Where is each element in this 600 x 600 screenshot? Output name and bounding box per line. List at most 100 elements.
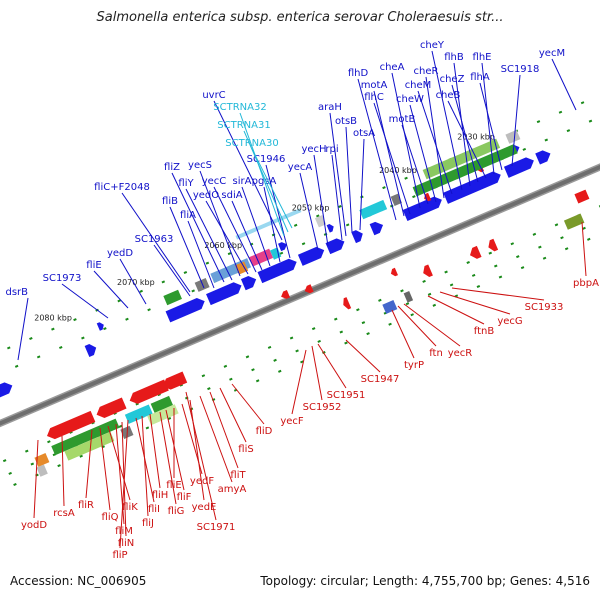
reverse-gene (488, 238, 499, 252)
gene-label: flhB (444, 52, 464, 63)
tick-dot (334, 317, 338, 321)
gene-leader-line (231, 383, 265, 425)
tick-dot (147, 308, 151, 312)
gene-label: yecC (202, 176, 227, 187)
gene-label: SC1946 (247, 154, 286, 165)
tick-dot (412, 195, 416, 199)
gene-label: fliN (118, 538, 135, 549)
gene-label: fliR (78, 500, 94, 511)
tick-dot (382, 186, 386, 190)
gene-leader-line (425, 76, 445, 199)
gene-leader-line (373, 102, 411, 215)
tick-label: 2070 kbp (117, 278, 155, 287)
tick-dot (81, 336, 85, 340)
tick-dot (279, 251, 284, 255)
gene-label: pbpA (573, 278, 599, 289)
tick-dot (498, 275, 503, 279)
forward-gene (297, 246, 325, 266)
feature-block (51, 418, 120, 456)
reverse-gene (304, 284, 314, 294)
gene-leader-line (213, 186, 257, 273)
tick-dot (538, 245, 542, 249)
gene-leader-line (265, 164, 291, 259)
gene-leader-line (409, 104, 437, 203)
tick-dot (73, 318, 77, 322)
gene-leader-line (291, 349, 307, 415)
tick-dot (522, 147, 527, 151)
gene-label: fliY (178, 178, 194, 189)
genome-summary-text: Topology: circular; Length: 4,755,700 bp… (260, 574, 590, 588)
tick-dot (293, 223, 298, 227)
tick-dot (564, 247, 569, 251)
gene-leader-line (359, 138, 365, 231)
tick-dot (13, 483, 17, 487)
tick-dot (432, 303, 437, 307)
tick-dot (388, 322, 392, 326)
gene-leader-line (243, 130, 289, 233)
tick-dot (183, 271, 188, 275)
gene-leader-line (187, 220, 215, 289)
tick-dot (378, 298, 382, 302)
gene-label: cheZ (440, 74, 465, 85)
gene-leader-line (431, 50, 463, 191)
forward-gene (165, 298, 205, 323)
gene-leader-line (551, 58, 577, 111)
feature-block (124, 404, 153, 424)
gene-leader-line (479, 82, 503, 171)
tick-dot (588, 119, 593, 123)
forward-gene (84, 344, 97, 358)
tick-dot (510, 242, 515, 246)
reverse-gene (47, 410, 96, 440)
gene-label: yecS (188, 160, 212, 171)
feature-block (574, 189, 590, 204)
gene-leader-line (329, 112, 347, 237)
tick-dot (427, 292, 432, 296)
tick-dot (544, 138, 549, 142)
gene-label: fliP (112, 550, 127, 561)
forward-gene (257, 258, 297, 284)
feature-block (422, 138, 501, 180)
forward-gene (240, 276, 257, 291)
gene-leader-line (581, 221, 587, 277)
gene-label: fliD (256, 426, 273, 437)
tick-dot (245, 355, 250, 359)
gene-label: flhE (473, 52, 492, 63)
gene-leader-line (141, 415, 149, 517)
gene-leader-line (417, 90, 453, 195)
tick-dot (356, 308, 360, 312)
gene-label: cheW (396, 94, 424, 105)
gene-leader-line (331, 154, 343, 241)
gene-label: SC1947 (361, 374, 400, 385)
gene-label: motA (361, 80, 388, 91)
tick-label: 2060 kbp (204, 241, 242, 250)
tick-dot (301, 242, 306, 246)
gene-label: amyA (218, 484, 247, 495)
gene-label: yecG (497, 316, 522, 327)
reverse-gene (162, 371, 188, 390)
tick-dot (344, 341, 348, 345)
forward-gene (206, 282, 242, 306)
tick-dot (300, 360, 304, 364)
tick-label: 2030 kbp (457, 133, 495, 142)
tick-dot (580, 101, 585, 105)
tick-dot (520, 266, 525, 270)
backbone-shadow (0, 163, 600, 428)
gene-leader-line (391, 72, 421, 209)
tick-dot (79, 454, 83, 458)
tick-dot (488, 251, 493, 255)
gene-leader-line (185, 391, 217, 521)
gene-leader-line (239, 112, 285, 237)
gene-leader-line (153, 244, 191, 297)
gene-label: flhC (364, 92, 384, 103)
gene-leader-line (481, 62, 495, 175)
gene-label: yedD (107, 248, 133, 259)
tick-dot (582, 226, 586, 230)
tick-dot (278, 369, 282, 373)
gene-label: SC1973 (43, 273, 82, 284)
gene-leader-line (149, 413, 161, 489)
gene-leader-line (61, 283, 109, 319)
gene-leader-line (119, 419, 129, 549)
tick-dot (205, 261, 210, 265)
tick-dot (542, 256, 547, 260)
gene-label: SC1918 (501, 64, 540, 75)
